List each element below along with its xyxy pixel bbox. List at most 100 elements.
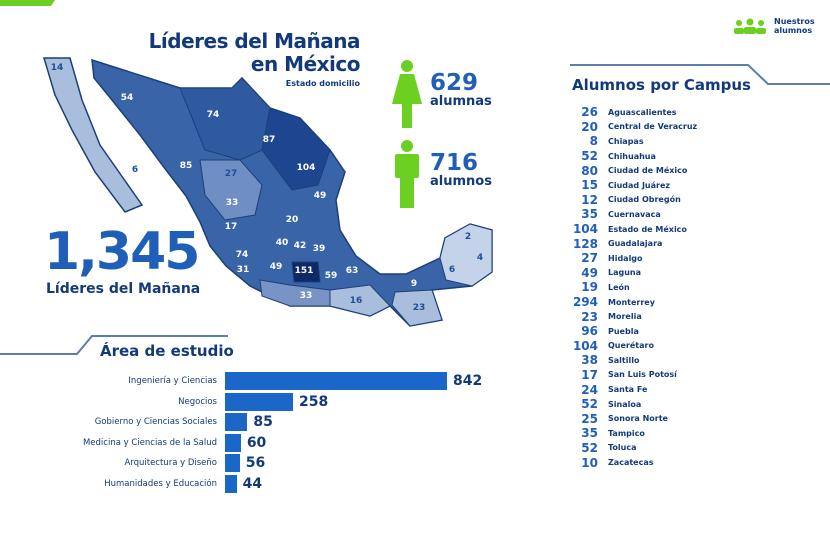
campus-row: 52 Chihuahua <box>566 149 697 164</box>
map-state-value: 14 <box>50 63 64 73</box>
bar-category-label: Humanidades y Educación <box>104 478 217 489</box>
map-state-value: 9 <box>410 279 418 289</box>
map-state-value: 104 <box>296 163 316 173</box>
campus-row: 27 Hidalgo <box>566 251 697 266</box>
campus-row: 12 Ciudad Obregón <box>566 193 697 208</box>
campus-row: 8 Chiapas <box>566 134 697 149</box>
bar <box>225 392 294 411</box>
map-state-value: 74 <box>206 110 220 120</box>
campus-title: Alumnos por Campus <box>572 76 751 94</box>
bar-value-label: 60 <box>246 434 267 451</box>
campus-header-rule <box>570 64 830 85</box>
campus-count: 96 <box>581 324 598 339</box>
brand-line2: alumnos <box>774 26 813 35</box>
campus-name: León <box>608 282 630 292</box>
map-state-value: 40 <box>275 238 289 248</box>
map-state-value: 31 <box>236 265 250 275</box>
campus-name: Ciudad Obregón <box>608 195 681 205</box>
campus-row: 49 Laguna <box>566 266 697 281</box>
campus-row: 128 Guadalajara <box>566 236 697 251</box>
campus-list: 26 Aguascalientes 20 Central de Veracruz 8 Ch… <box>566 105 697 470</box>
campus-count: 26 <box>581 105 598 120</box>
map-state-value: 151 <box>294 266 314 276</box>
campus-row: 96 Puebla <box>566 324 697 339</box>
map-region-yucatan <box>439 223 493 287</box>
campus-row: 52 Sinaloa <box>566 397 697 412</box>
map-state-value: 63 <box>345 266 359 276</box>
bar <box>225 433 241 452</box>
male-count: 716 <box>430 150 479 176</box>
bar-category-label: Ingeniería y Ciencias <box>128 376 217 387</box>
female-person-icon <box>392 60 422 128</box>
campus-name: Tampico <box>608 428 645 438</box>
map-state-value: 6 <box>448 265 456 275</box>
campus-count: 128 <box>572 236 598 251</box>
campus-name: Hidalgo <box>608 253 643 263</box>
total-label: Líderes del Mañana <box>46 281 201 297</box>
campus-row: 104 Estado de México <box>566 222 697 237</box>
campus-row: 10 Zacatecas <box>566 455 697 470</box>
map-state-value: 4 <box>476 253 484 263</box>
bar <box>225 474 237 493</box>
bar-row: Arquitectura y Diseño 56 <box>20 453 482 474</box>
campus-count: 52 <box>581 149 598 164</box>
campus-row: 294 Monterrey <box>566 295 697 310</box>
campus-name: Puebla <box>608 326 639 336</box>
male-stat: 716 alumnos <box>430 152 492 189</box>
campus-name: Central de Veracruz <box>608 122 698 132</box>
bar-row: Ingeniería y Ciencias 842 <box>20 371 482 392</box>
map-state-value: 6 <box>131 165 139 175</box>
campus-count: 10 <box>581 455 598 470</box>
campus-name: Toluca <box>608 443 637 453</box>
brand-logo: Nuestros alumnos <box>732 17 815 35</box>
campus-count: 104 <box>572 338 598 353</box>
campus-count: 35 <box>581 207 598 222</box>
female-stat: 629 alumnas <box>430 72 492 109</box>
campus-row: 23 Morelia <box>566 309 697 324</box>
map-state-value: 33 <box>299 291 313 301</box>
map-state-value: 39 <box>312 244 326 254</box>
campus-count: 17 <box>581 367 598 382</box>
mexico-map <box>42 57 493 327</box>
campus-name: Saltillo <box>608 355 640 365</box>
campus-name: Santa Fe <box>608 385 648 395</box>
map-state-value: 23 <box>412 303 426 313</box>
campus-name: Monterrey <box>608 297 655 307</box>
campus-name: Chiapas <box>608 136 644 146</box>
map-state-value: 59 <box>324 271 338 281</box>
campus-row: 35 Cuernavaca <box>566 207 697 222</box>
map-state-value: 27 <box>224 169 238 179</box>
bar <box>225 372 447 391</box>
campus-count: 294 <box>572 295 598 310</box>
campus-name: Aguascalientes <box>608 107 677 117</box>
campus-row: 20 Central de Veracruz <box>566 120 697 135</box>
campus-row: 26 Aguascalientes <box>566 105 697 120</box>
campus-row: 19 León <box>566 280 697 295</box>
map-state-value: 49 <box>313 191 327 201</box>
campus-count: 27 <box>581 251 598 266</box>
map-region-chiapas <box>391 289 443 327</box>
map-state-value: 2 <box>464 232 472 242</box>
campus-count: 25 <box>581 411 598 426</box>
area-header-rule <box>0 335 228 355</box>
campus-name: Ciudad Juárez <box>608 180 671 190</box>
bar-category-label: Gobierno y Ciencias Sociales <box>94 417 217 428</box>
bar-value-label: 56 <box>245 455 266 472</box>
map-region-ne <box>261 107 331 191</box>
bar-value-label: 842 <box>453 373 483 390</box>
campus-count: 15 <box>581 178 598 193</box>
people-group-icon <box>734 18 766 34</box>
map-state-value: 17 <box>224 222 238 232</box>
campus-count: 12 <box>581 192 598 207</box>
bar-row: Humanidades y Educación 44 <box>20 474 482 495</box>
campus-row: 52 Toluca <box>566 441 697 456</box>
map-region-oaxaca <box>329 284 391 317</box>
map-state-value: 16 <box>349 296 363 306</box>
female-label: alumnas <box>430 94 492 109</box>
page-subtitle: Estado domicilio <box>285 79 360 88</box>
map-state-value: 49 <box>269 262 283 272</box>
campus-count: 23 <box>581 309 598 324</box>
map-state-value: 42 <box>293 241 307 251</box>
campus-row: 80 Ciudad de México <box>566 163 697 178</box>
